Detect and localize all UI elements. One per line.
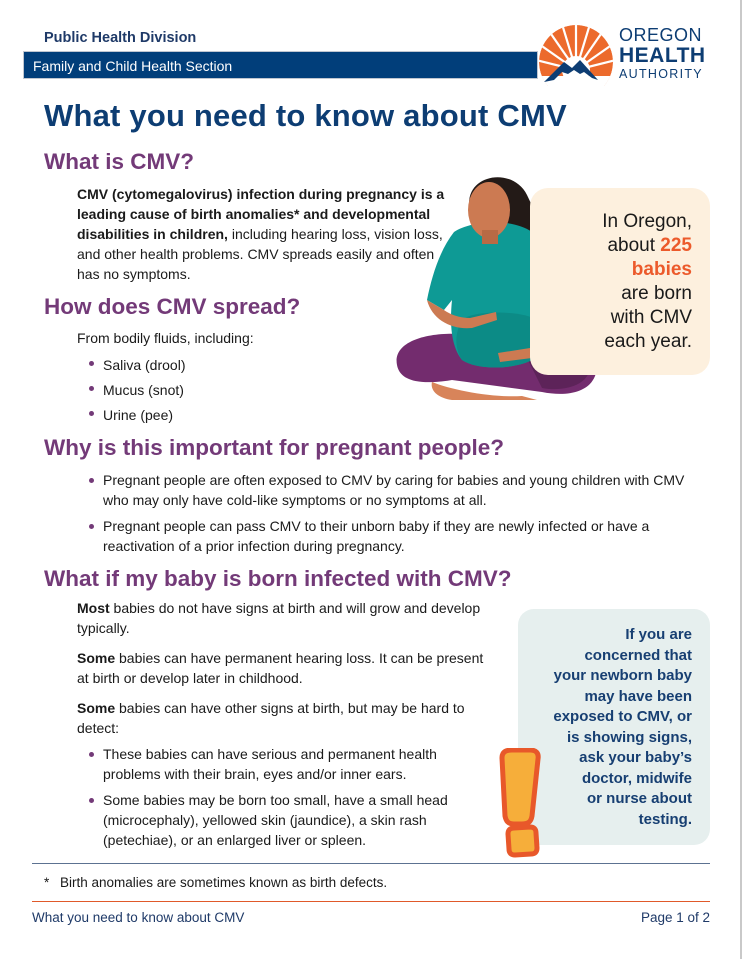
page-number: Page 1 of 2 [640,910,710,925]
oha-logo: OREGON HEALTH AUTHORITY [536,22,716,86]
spread-list: Saliva (drool) Mucus (snot) Urine (pee) [87,353,185,428]
important-list: Pregnant people are often exposed to CMV… [87,470,687,556]
exclamation-icon [499,748,541,858]
heading-how-spread: How does CMV spread? [44,294,301,319]
heading-why-important: Why is this important for pregnant peopl… [44,435,505,460]
divider [32,863,710,864]
stat-number: 225 [660,235,692,256]
heading-what-is-cmv: What is CMV? [44,149,194,174]
baby-signs-list: These babies can have serious and perman… [87,744,477,850]
list-item: Some babies may be born too small, have … [87,790,477,850]
sun-mountain-logo-icon [539,25,613,86]
page-title: What you need to know about CMV [44,98,567,133]
list-item: Pregnant people are often exposed to CMV… [87,470,687,510]
stat-callout: In Oregon, about 225 babies are born wit… [530,188,710,375]
footnote: * Birth anomalies are sometimes known as … [44,875,388,890]
section-label: Family and Child Health Section [33,58,233,74]
division-label: Public Health Division [44,30,197,46]
baby-para-hearing: Some babies can have permanent hearing l… [77,650,484,686]
heading-baby-infected: What if my baby is born infected with CM… [44,566,512,591]
footer-title: What you need to know about CMV [32,910,245,925]
list-item: Saliva (drool) [87,353,185,378]
info-callout: If you are concerned that your newborn b… [518,609,710,845]
list-item: These babies can have serious and perman… [87,744,477,784]
section-banner: Family and Child Health Section [23,51,538,79]
baby-para-other: Some babies can have other signs at birt… [77,700,465,736]
what-is-cmv-text: CMV (cytomegalovirus) infection during p… [77,186,445,282]
stat-text: In Oregon, about 225 babies are born wit… [602,211,692,352]
baby-para-most: Most babies do not have signs at birth a… [77,600,481,636]
divider [32,901,710,902]
list-item: Pregnant people can pass CMV to their un… [87,516,687,556]
spread-intro: From bodily fluids, including: [77,330,254,346]
list-item: Urine (pee) [87,403,185,428]
logo-wordmark: OREGON HEALTH AUTHORITY [619,25,706,81]
page-edge [740,0,742,959]
info-callout-text: If you are concerned that your newborn b… [553,626,692,828]
list-item: Mucus (snot) [87,378,185,403]
